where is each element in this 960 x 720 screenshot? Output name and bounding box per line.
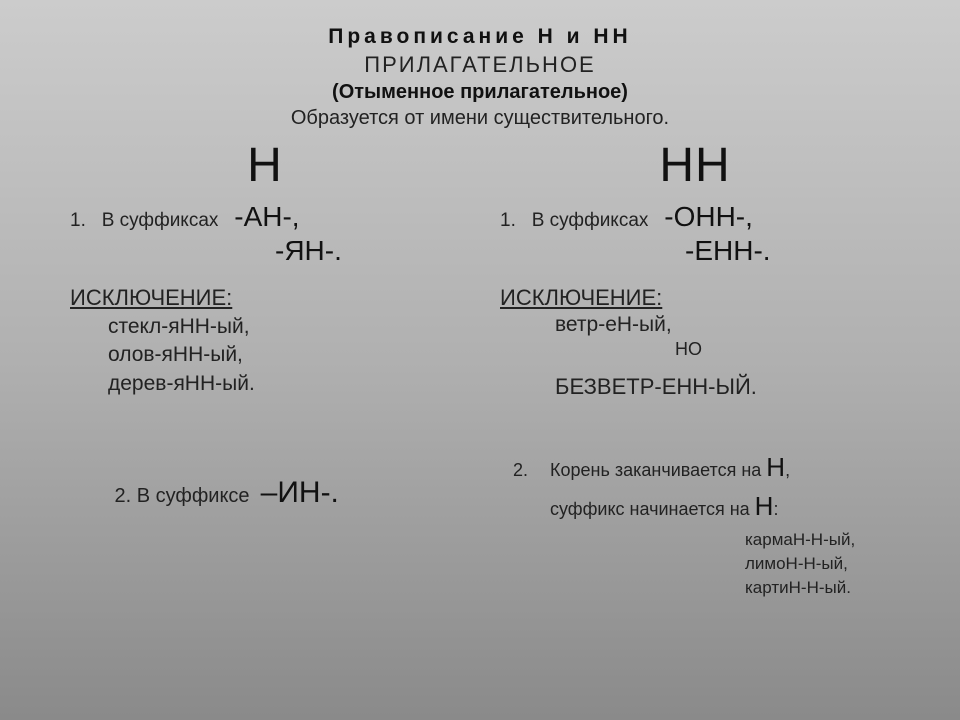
suffix-onn: -ОНН-, [664,201,753,233]
letter-n: Н [766,448,785,487]
colon: : [773,496,778,523]
suffix-in: –ИН-. [261,476,339,509]
column-right: НН 1. В суффиксах -ОНН-, -ЕНН-. ИСКЛЮЧЕН… [480,138,910,599]
columns: Н 1. В суффиксах -АН-, -ЯН-. ИСКЛЮЧЕНИЕ:… [50,138,910,599]
example-item: картиН-Н-ый. [745,576,890,600]
rule-number: 1. [70,210,86,232]
exception-item: стекл-яНН-ый, [108,313,460,341]
rule-number: 2. [500,457,528,484]
exception-item: олов-яНН-ый, [108,341,460,369]
title-subtitle: (Отыменное прилагательное) [50,81,910,104]
title-part-of-speech: ПРИЛАГАТЕЛЬНОЕ [50,52,910,78]
column-left: Н 1. В суффиксах -АН-, -ЯН-. ИСКЛЮЧЕНИЕ:… [50,138,480,599]
rule-text: В суффиксах [86,210,234,232]
but-label: НО [675,339,890,360]
right-rule1: 1. В суффиксах -ОНН-, [500,201,890,233]
heading-n-single: Н [70,138,460,193]
exception-item: ветр-еН-ый, [555,313,890,337]
heading-nn-double: НН [500,138,890,193]
right-exception-title: ИСКЛЮЧЕНИЕ: [500,285,890,311]
rule-text: В суффиксах [516,210,664,232]
slide: Правописание Н и НН ПРИЛАГАТЕЛЬНОЕ (Отым… [0,0,960,720]
title-definition: Образуется от имени существительного. [50,107,910,130]
left-rule1: 1. В суффиксах -АН-, [70,201,460,233]
right-rule2: 2. Корень заканчивается на Н, суффикс на… [500,448,890,526]
suffix-an: -АН-, [234,201,299,233]
suffix-yan: -ЯН-. [275,235,460,267]
example-list: кармаН-Н-ый, лимоН-Н-ый, картиН-Н-ый. [745,528,890,599]
rule-number: 1. [500,210,516,232]
letter-n: Н [755,487,774,526]
example-item: кармаН-Н-ый, [745,528,890,552]
left-rule2: 2. В суффиксе –ИН-. [70,453,460,533]
rule-text: суффикс начинается на [550,496,755,523]
rule2-text: 2. В суффиксе [114,485,260,507]
example-item: лимоН-Н-ый, [745,552,890,576]
comma: , [785,457,790,484]
rule-text: Корень заканчивается на [550,457,766,484]
header: Правописание Н и НН ПРИЛАГАТЕЛЬНОЕ (Отым… [50,25,910,130]
exception-bezvetr: БЕЗВЕТР-ЕНН-ЫЙ. [555,374,890,400]
title-main: Правописание Н и НН [50,25,910,49]
exception-item: дерев-яНН-ый. [108,370,460,398]
suffix-enn: -ЕНН-. [685,235,890,267]
left-exception-title: ИСКЛЮЧЕНИЕ: [70,285,460,311]
